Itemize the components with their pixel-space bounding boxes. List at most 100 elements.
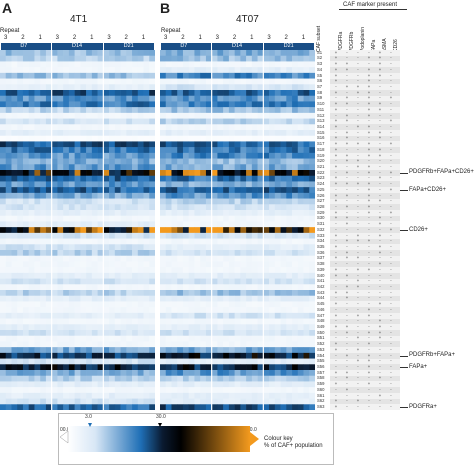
- heatmap-cell-4t07-S13-1: [160, 118, 167, 125]
- heatmap-cell-4t07-S12-17: [251, 112, 258, 119]
- heatmap-cell-4t07-S58-11: [217, 375, 224, 382]
- heatmap-cell-4t07-S42-25: [297, 284, 304, 291]
- heatmap-cell-4t07-S18-1: [160, 147, 167, 154]
- heatmap-cell-4t1-S28-3: [11, 204, 18, 211]
- heatmap-cell-4t1-S43-26: [143, 290, 150, 297]
- repeat-number-4t1-7: 3: [107, 35, 111, 41]
- heatmap-cell-4t07-S13-22: [280, 118, 287, 125]
- heatmap-cell-4t07-S45-14: [234, 301, 241, 308]
- heatmap-cell-4t07-S40-2: [165, 272, 172, 279]
- heatmap-cell-4t1-S23-11: [57, 175, 64, 182]
- heatmap-cell-4t1-S50-10: [51, 330, 58, 337]
- heatmap-cell-4t1-S47-17: [91, 312, 98, 319]
- heatmap-cell-4t1-S58-11: [57, 375, 64, 382]
- heatmap-cell-4t1-S15-22: [120, 130, 127, 137]
- table-cell: -: [379, 83, 381, 89]
- table-cell: +: [367, 83, 371, 89]
- heatmap-cell-4t07-S60-9: [205, 387, 212, 394]
- heatmap-cell-4t07-S36-26: [303, 250, 310, 257]
- heatmap-cell-4t07-S55-13: [228, 358, 235, 365]
- table-cell: +: [345, 369, 349, 375]
- heatmap-cell-4t1-S18-6: [28, 147, 35, 154]
- heatmap-cell-4t07-S55-6: [188, 358, 195, 365]
- table-cell: +: [367, 192, 371, 198]
- heatmap-cell-4t07-S8-1: [160, 90, 167, 97]
- heatmap-cell-4t1-S43-27: [149, 290, 155, 297]
- heatmap-cell-4t1-S25-12: [63, 187, 70, 194]
- heatmap-cell-4t07-S61-3: [171, 392, 178, 399]
- heatmap-cell-4t1-S59-18: [97, 381, 104, 388]
- heatmap-cell-4t07-S42-27: [309, 284, 315, 291]
- heatmap-cell-4t1-S35-3: [11, 244, 18, 251]
- heatmap-cell-4t1-S45-8: [40, 301, 47, 308]
- heatmap-cell-4t1-S24-4: [17, 181, 24, 188]
- heatmap-cell-4t07-S6-7: [194, 78, 201, 85]
- heatmap-cell-4t1-S60-5: [22, 387, 29, 394]
- heatmap-cell-4t1-S1-26: [143, 50, 150, 57]
- table-row-subset: S43: [317, 289, 325, 295]
- heatmap-cell-4t1-S32-26: [143, 227, 150, 234]
- heatmap-cell-4t07-S10-27: [309, 101, 315, 108]
- heatmap-cell-4t1-S22-6: [28, 170, 35, 177]
- heatmap-cell-4t07-S11-15: [240, 107, 247, 114]
- heatmap-cell-4t1-S62-13: [68, 398, 75, 405]
- heatmap-cell-4t07-S52-22: [280, 341, 287, 348]
- table-row-subset: S48: [317, 318, 325, 324]
- heatmap-cell-4t1-S9-25: [137, 95, 144, 102]
- heatmap-cell-4t1-S10-3: [11, 101, 18, 108]
- heatmap-cell-4t07-S32-9: [205, 227, 212, 234]
- heatmap-cell-4t1-S17-15: [80, 141, 87, 148]
- heatmap-cell-4t07-S1-23: [286, 50, 293, 57]
- heatmap-cell-4t07-S32-5: [182, 227, 189, 234]
- heatmap-cell-4t07-S2-10: [211, 55, 218, 62]
- heatmap-cell-4t1-S61-15: [80, 392, 87, 399]
- table-cell: -: [368, 49, 370, 55]
- heatmap-cell-4t1-S45-19: [103, 301, 110, 308]
- heatmap-cell-4t07-S18-3: [171, 147, 178, 154]
- heatmap-cell-4t1-S6-9: [45, 78, 52, 85]
- table-cell: -: [357, 329, 359, 335]
- heatmap-cell-4t1-S3-27: [149, 61, 155, 68]
- heatmap-cell-4t07-S6-14: [234, 78, 241, 85]
- heatmap-cell-4t07-S24-4: [177, 181, 184, 188]
- heatmap-cell-4t07-S29-8: [200, 210, 207, 217]
- heatmap-cell-4t07-S50-21: [274, 330, 281, 337]
- heatmap-cell-4t07-S36-9: [205, 250, 212, 257]
- heatmap-cell-4t1-S42-17: [91, 284, 98, 291]
- heatmap-cell-4t07-S11-7: [194, 107, 201, 114]
- table-cell: +: [378, 392, 382, 398]
- heatmap-cell-4t1-S36-14: [74, 250, 81, 257]
- table-cell: -: [335, 358, 337, 364]
- table-cell: +: [367, 209, 371, 215]
- heatmap-cell-4t1-S45-26: [143, 301, 150, 308]
- table-cell: -: [390, 318, 392, 324]
- heatmap-cell-4t07-S57-23: [286, 370, 293, 377]
- table-cell: +: [334, 89, 338, 95]
- heatmap-cell-4t07-S51-16: [246, 335, 253, 342]
- heatmap-cell-4t07-S47-13: [228, 312, 235, 319]
- heatmap-cell-4t07-S7-6: [188, 84, 195, 91]
- table-cell: -: [346, 403, 348, 409]
- heatmap-cell-4t1-S25-19: [103, 187, 110, 194]
- heatmap-cell-4t07-S13-11: [217, 118, 224, 125]
- heatmap-cell-4t07-S59-12: [223, 381, 230, 388]
- table-row-subset: S23: [317, 175, 325, 181]
- heatmap-cell-4t1-S58-14: [74, 375, 81, 382]
- heatmap-cell-4t07-S11-12: [223, 107, 230, 114]
- heatmap-cell-4t07-S12-4: [177, 112, 184, 119]
- heatmap-cell-4t07-S10-6: [188, 101, 195, 108]
- heatmap-cell-4t07-S50-27: [309, 330, 315, 337]
- heatmap-cell-4t1-S19-8: [40, 152, 47, 159]
- heatmap-cell-4t1-S25-14: [74, 187, 81, 194]
- heatmap-cell-4t1-S28-10: [51, 204, 58, 211]
- heatmap-cell-4t1-S30-7: [34, 215, 41, 222]
- heatmap-cell-4t1-S38-5: [22, 261, 29, 268]
- heatmap-cell-4t07-S61-5: [182, 392, 189, 399]
- heatmap-cell-4t07-S27-20: [269, 198, 276, 205]
- heatmap-cell-4t07-S40-17: [251, 272, 258, 279]
- heatmap-cell-4t07-S5-18: [257, 72, 264, 79]
- heatmap-cell-4t1-S26-16: [86, 192, 93, 199]
- heatmap-cell-4t07-S26-18: [257, 192, 264, 199]
- table-cell: +: [367, 329, 371, 335]
- table-cell: -: [390, 386, 392, 392]
